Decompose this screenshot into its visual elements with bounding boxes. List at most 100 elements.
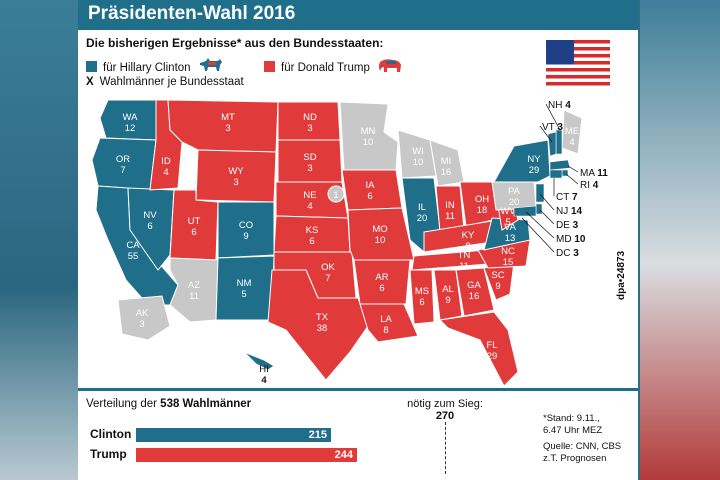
state-electors: 10 xyxy=(413,157,424,168)
title-bar: Präsidenten-Wahl 2016 xyxy=(78,0,638,30)
background-right xyxy=(640,0,720,480)
ne-split-value: 1 xyxy=(333,190,338,201)
source-time: 6.47 Uhr MEZ xyxy=(543,424,603,436)
page-title: Präsidenten-Wahl 2016 xyxy=(88,3,296,24)
state-label-wv: WV 5 xyxy=(500,206,516,228)
section-divider xyxy=(78,388,638,391)
state-code: MT xyxy=(221,112,235,123)
state-ga xyxy=(455,267,495,317)
legend-electors-label: Wahlmänner je Bundesstaat xyxy=(99,76,244,88)
state-code: MN xyxy=(361,126,376,137)
state-electors: 29 xyxy=(529,165,540,176)
source-stand: *Stand: 9.11., xyxy=(543,413,600,424)
x-marker: X xyxy=(86,76,94,88)
east-state-code: DC xyxy=(556,248,573,259)
state-label-ia: IA 6 xyxy=(366,180,376,202)
state-hi xyxy=(243,351,275,371)
east-state-electors: 10 xyxy=(574,234,586,245)
state-label-ms: MS 6 xyxy=(415,286,429,308)
state-code: ME xyxy=(565,126,579,137)
needed-label: nötig zum Sieg: xyxy=(407,398,483,410)
bar-clinton xyxy=(136,428,331,442)
east-label-md: MD 10 xyxy=(556,234,586,245)
leader-line-dc xyxy=(521,217,555,253)
credit-label: dpa•24873 xyxy=(616,250,627,300)
east-label-ct: CT 7 xyxy=(556,192,578,203)
state-label-ks: KS 6 xyxy=(306,225,319,247)
bar-trump xyxy=(136,448,357,462)
bar-label-trump: Trump xyxy=(90,447,127,461)
state-label-ne: NE 4 xyxy=(303,190,316,212)
state-electors: 6 xyxy=(147,221,152,232)
state-electors: 3 xyxy=(139,319,144,330)
east-state-code: VT xyxy=(542,122,557,133)
state-code: IA xyxy=(366,180,376,191)
state-code: SC xyxy=(491,270,504,281)
state-code: AK xyxy=(136,308,149,319)
east-label-vt: VT 3 xyxy=(542,122,563,133)
state-nj xyxy=(535,183,545,203)
state-electors: 8 xyxy=(383,325,388,336)
source-quelle: Quelle: CNN, CBS xyxy=(543,441,622,452)
state-label-ok: OK 7 xyxy=(321,262,335,284)
donkey-icon xyxy=(199,58,222,71)
state-code: WV xyxy=(500,206,516,217)
state-electors: 6 xyxy=(367,191,372,202)
legend-clinton-label: für Hillary Clinton xyxy=(103,62,191,74)
state-label-tn: TN 11 xyxy=(458,250,471,272)
east-state-code: NJ xyxy=(556,206,571,217)
state-electors: 20 xyxy=(417,213,428,224)
state-code: CA xyxy=(126,240,140,251)
state-electors: 13 xyxy=(505,233,516,244)
state-label-nm: NM 5 xyxy=(237,278,252,300)
state-electors: 3 xyxy=(233,177,238,188)
state-label-va: VA 13 xyxy=(504,222,517,244)
state-code: MS xyxy=(415,286,429,297)
state-label-hi: HI 4 xyxy=(259,364,269,386)
east-label-ri: RI 4 xyxy=(580,180,599,191)
east-state-electors: 3 xyxy=(573,220,579,231)
state-electors: 11 xyxy=(445,211,455,222)
state-electors: 11 xyxy=(459,261,469,272)
state-me xyxy=(561,109,583,155)
state-electors: 5 xyxy=(505,217,510,228)
state-code: NY xyxy=(527,154,541,165)
state-electors: 4 xyxy=(569,137,574,148)
state-label-co: CO 9 xyxy=(239,220,253,242)
state-label-sc: SC 9 xyxy=(491,270,504,292)
east-state-code: NH xyxy=(548,100,565,111)
state-nv xyxy=(127,187,175,271)
clinton-swatch xyxy=(86,61,97,72)
state-electors: 18 xyxy=(477,205,488,216)
state-code: PA xyxy=(508,186,521,197)
state-code: AZ xyxy=(188,280,200,291)
state-electors: 12 xyxy=(125,123,136,134)
state-electors: 4 xyxy=(261,375,267,386)
east-state-code: MA xyxy=(580,168,597,179)
state-electors: 3 xyxy=(225,123,230,134)
threshold-line xyxy=(445,422,446,474)
state-code: NE xyxy=(303,190,316,201)
state-label-me: ME 4 xyxy=(565,126,579,148)
state-ny xyxy=(493,139,551,183)
leader-line-nh xyxy=(545,103,561,131)
state-code: CO xyxy=(239,220,253,231)
state-code: SD xyxy=(303,152,316,163)
state-label-al: AL 9 xyxy=(442,284,454,306)
needed-value: 270 xyxy=(435,410,455,422)
east-state-electors: 3 xyxy=(557,122,563,133)
state-electors: 6 xyxy=(309,236,314,247)
leader-line-de xyxy=(539,209,555,225)
bar-value-trump: 244 xyxy=(334,449,353,461)
state-code: TN xyxy=(458,250,471,261)
state-code: NM xyxy=(237,278,252,289)
state-label-nc: NC 15 xyxy=(501,246,515,268)
legend-trump: für Donald Trump xyxy=(264,57,403,75)
state-electors: 16 xyxy=(469,291,480,302)
state-label-sd: SD 3 xyxy=(303,152,316,174)
needed-to-win: nötig zum Sieg: 270 xyxy=(400,398,490,422)
state-electors: 9 xyxy=(445,295,450,306)
state-electors: 4 xyxy=(163,167,168,178)
east-state-code: DE xyxy=(556,220,573,231)
